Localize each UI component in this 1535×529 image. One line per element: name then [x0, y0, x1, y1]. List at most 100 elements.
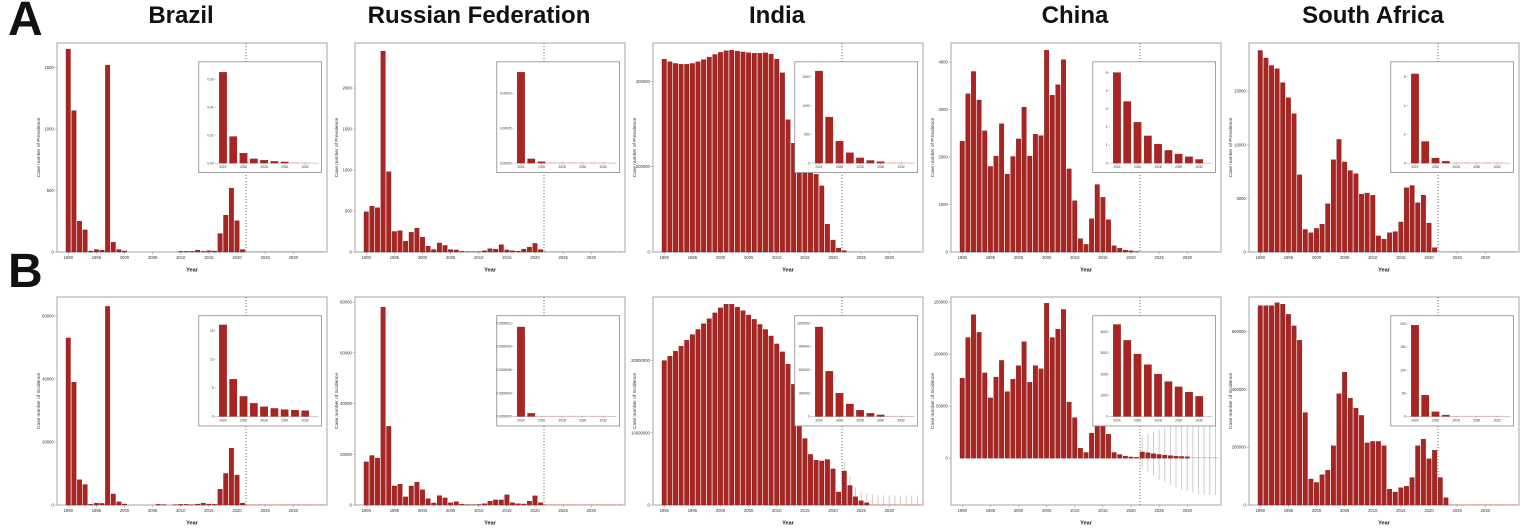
- svg-text:0.0000000: 0.0000000: [496, 415, 511, 419]
- svg-text:2005: 2005: [1042, 508, 1052, 513]
- svg-text:2026: 2026: [1134, 418, 1141, 422]
- svg-text:1995: 1995: [390, 508, 400, 513]
- svg-text:10: 10: [210, 357, 214, 361]
- svg-text:1500: 1500: [44, 65, 54, 70]
- svg-text:2000: 2000: [1014, 255, 1024, 260]
- svg-text:2024: 2024: [1113, 165, 1120, 169]
- svg-text:1995: 1995: [1284, 508, 1294, 513]
- svg-text:2010: 2010: [772, 255, 782, 260]
- svg-text:500: 500: [47, 188, 55, 193]
- svg-text:0: 0: [1106, 161, 1108, 165]
- svg-text:1: 1: [1106, 143, 1108, 147]
- svg-text:2005: 2005: [148, 508, 158, 513]
- svg-text:900000: 900000: [799, 345, 810, 349]
- svg-text:1990: 1990: [1256, 255, 1266, 260]
- svg-text:2032: 2032: [1494, 165, 1501, 169]
- svg-text:2032: 2032: [1196, 418, 1203, 422]
- svg-text:2025: 2025: [1154, 508, 1164, 513]
- svg-text:2015: 2015: [1396, 508, 1406, 513]
- chart-prevalence-russian-federation: 0 500 1000 1500 2000 1990 1995 2000 2005 2010 2015…: [331, 40, 627, 274]
- column-title-russian-federation: Russian Federation: [367, 2, 591, 29]
- svg-text:600000: 600000: [799, 368, 810, 372]
- svg-text:0: 0: [1243, 503, 1246, 508]
- svg-text:2026: 2026: [240, 418, 247, 422]
- svg-text:2025: 2025: [558, 508, 568, 513]
- svg-text:2032: 2032: [600, 418, 607, 422]
- svg-text:2030: 2030: [1183, 508, 1193, 513]
- svg-text:2030: 2030: [1175, 165, 1182, 169]
- svg-text:0.06: 0.06: [207, 77, 213, 81]
- svg-text:100: 100: [1400, 368, 1406, 372]
- svg-text:2032: 2032: [898, 165, 905, 169]
- svg-text:Case number of Incidence: Case number of Incidence: [930, 373, 936, 429]
- svg-text:Year: Year: [782, 521, 795, 527]
- svg-text:2030: 2030: [289, 255, 299, 260]
- chart-incidence-india: 0 10000000 20000000 1990 1995 2000 2005 2010 201…: [629, 294, 925, 527]
- svg-text:2015: 2015: [204, 255, 214, 260]
- svg-text:2010: 2010: [1070, 508, 1080, 513]
- svg-text:2015: 2015: [204, 508, 214, 513]
- svg-text:2025: 2025: [856, 255, 866, 260]
- svg-text:2024: 2024: [1411, 418, 1418, 422]
- svg-text:1995: 1995: [390, 255, 400, 260]
- svg-text:5: 5: [212, 386, 214, 390]
- chart-prevalence-india: 0 200000 400000 1990 1995 2000 2005 2010 2015 202…: [629, 40, 925, 274]
- svg-text:2020: 2020: [530, 255, 540, 260]
- svg-text:0.00010: 0.00010: [500, 91, 512, 95]
- panel-label-b: B: [8, 245, 43, 298]
- svg-text:2000: 2000: [1100, 372, 1107, 376]
- svg-text:2005: 2005: [1340, 508, 1350, 513]
- svg-text:20000: 20000: [42, 439, 54, 444]
- svg-text:10000: 10000: [1234, 142, 1246, 147]
- svg-text:2026: 2026: [538, 165, 545, 169]
- svg-text:2028: 2028: [559, 165, 566, 169]
- svg-text:0.00: 0.00: [207, 161, 213, 165]
- svg-text:Case number of Prevalence: Case number of Prevalence: [930, 117, 936, 177]
- svg-text:1995: 1995: [92, 508, 102, 513]
- svg-text:0: 0: [1404, 161, 1406, 165]
- svg-text:2028: 2028: [559, 418, 566, 422]
- svg-text:1995: 1995: [1284, 255, 1294, 260]
- svg-text:2032: 2032: [600, 165, 607, 169]
- chart-incidence-south-africa: 0 200000 400000 600000 1990 1995 2000 2005 2010 2…: [1225, 294, 1521, 527]
- svg-text:1995: 1995: [986, 255, 996, 260]
- svg-text:200000: 200000: [1232, 445, 1247, 450]
- svg-text:40000: 40000: [340, 401, 352, 406]
- svg-text:40000: 40000: [42, 376, 54, 381]
- svg-text:100000: 100000: [934, 352, 949, 357]
- svg-text:2024: 2024: [517, 418, 524, 422]
- svg-text:1500: 1500: [342, 127, 352, 132]
- svg-text:Case number of Incidence: Case number of Incidence: [36, 373, 42, 429]
- svg-text:2015: 2015: [1098, 255, 1108, 260]
- svg-text:600000: 600000: [1232, 329, 1247, 334]
- svg-text:1000: 1000: [802, 104, 809, 108]
- svg-text:Year: Year: [186, 268, 199, 274]
- svg-text:1000: 1000: [938, 202, 948, 207]
- svg-text:2026: 2026: [836, 165, 843, 169]
- svg-text:2000: 2000: [1312, 508, 1322, 513]
- svg-text:2030: 2030: [579, 165, 586, 169]
- svg-text:Case number of Prevalence: Case number of Prevalence: [632, 117, 638, 177]
- svg-text:0: 0: [349, 250, 352, 255]
- svg-text:3000: 3000: [938, 107, 948, 112]
- svg-text:0.0000012: 0.0000012: [496, 321, 511, 325]
- svg-text:2010: 2010: [474, 508, 484, 513]
- svg-text:2010: 2010: [1368, 255, 1378, 260]
- svg-text:2015: 2015: [800, 255, 810, 260]
- svg-text:2005: 2005: [446, 508, 456, 513]
- svg-text:2015: 2015: [800, 508, 810, 513]
- column-title-south-africa: South Africa: [1302, 2, 1444, 29]
- svg-text:2005: 2005: [1340, 255, 1350, 260]
- svg-text:1995: 1995: [688, 508, 698, 513]
- svg-text:2024: 2024: [1411, 165, 1418, 169]
- chart-prevalence-brazil: 0 500 1000 1500 1990 1995 2000 2005 2010 2015 2020…: [33, 40, 329, 274]
- svg-text:2025: 2025: [1154, 255, 1164, 260]
- svg-text:1995: 1995: [92, 255, 102, 260]
- svg-text:2028: 2028: [1453, 165, 1460, 169]
- svg-text:6: 6: [1404, 75, 1406, 79]
- svg-text:60000: 60000: [42, 313, 54, 318]
- svg-text:2: 2: [1404, 133, 1406, 137]
- svg-text:2028: 2028: [1155, 165, 1162, 169]
- svg-text:2030: 2030: [587, 508, 597, 513]
- svg-text:2032: 2032: [1494, 418, 1501, 422]
